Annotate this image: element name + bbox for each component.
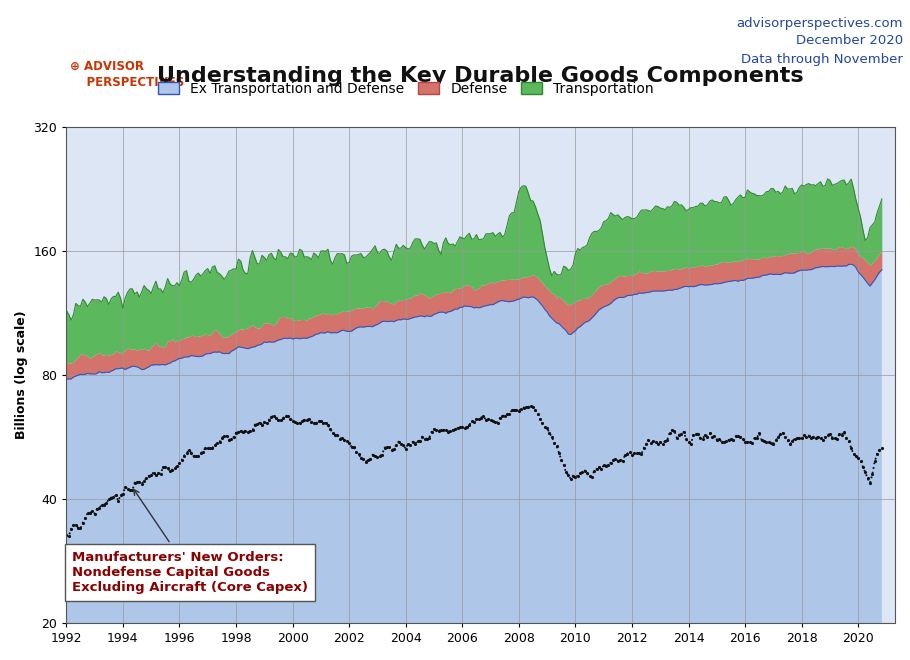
Title: Understanding the Key Durable Goods Components: Understanding the Key Durable Goods Comp…	[157, 66, 804, 86]
Text: ⊕ ADVISOR
    PERSPECTIVES: ⊕ ADVISOR PERSPECTIVES	[70, 59, 185, 90]
Y-axis label: Billions (log scale): Billions (log scale)	[15, 310, 28, 439]
Legend: Ex Transportation and Defense, Defense, Transportation: Ex Transportation and Defense, Defense, …	[153, 77, 660, 102]
Text: Manufacturers' New Orders:
Nondefense Capital Goods
Excluding Aircraft (Core Cap: Manufacturers' New Orders: Nondefense Ca…	[72, 490, 308, 594]
Text: advisorperspectives.com
December 2020
Data through November: advisorperspectives.com December 2020 Da…	[736, 16, 903, 65]
